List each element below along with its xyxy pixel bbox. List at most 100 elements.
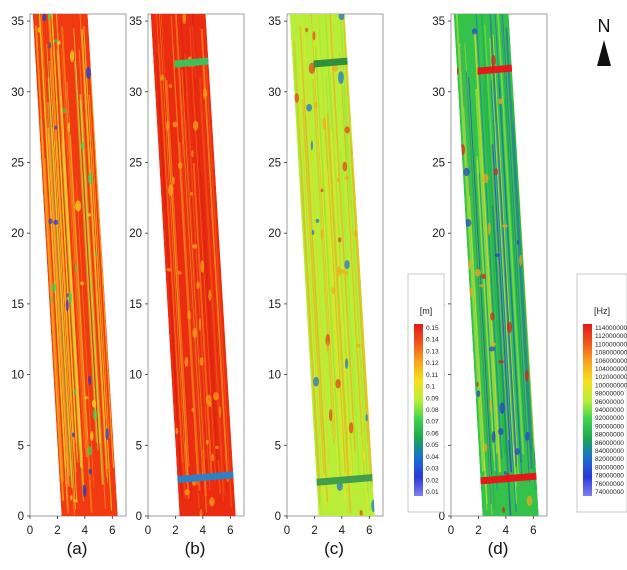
colorbar-label: 0.06 bbox=[426, 430, 439, 437]
texture-line bbox=[49, 69, 72, 438]
texture-line bbox=[512, 100, 536, 491]
texture-line bbox=[44, 158, 64, 482]
colorbar-label: 0.05 bbox=[426, 442, 439, 449]
colorbar-label: 0.01 bbox=[426, 489, 439, 496]
panel-1: 0 5 10 15 20 25 30 35 0 2 4 6 (a) bbox=[11, 13, 127, 558]
spot bbox=[190, 192, 194, 196]
panel-caption: (b) bbox=[185, 539, 206, 558]
colorbar-label: 0.15 bbox=[426, 325, 439, 332]
spot bbox=[105, 428, 109, 441]
colorbar-label: 76000000 bbox=[595, 481, 624, 488]
texture-line bbox=[490, 85, 514, 464]
texture-line bbox=[475, 88, 498, 454]
x-tick-label: 4 bbox=[200, 525, 207, 537]
texture-line bbox=[497, 123, 517, 452]
texture-line bbox=[199, 98, 225, 503]
x-tick-label: 6 bbox=[530, 525, 536, 537]
spot bbox=[67, 122, 70, 133]
texture-line bbox=[199, 76, 225, 496]
spot bbox=[205, 439, 209, 445]
spot bbox=[344, 260, 350, 270]
spot bbox=[294, 93, 300, 103]
texture-line bbox=[498, 85, 523, 462]
spot bbox=[331, 286, 336, 295]
y-tick-label: 20 bbox=[129, 228, 142, 240]
spot bbox=[208, 401, 212, 407]
spot bbox=[70, 50, 75, 63]
colorbar-label: 0.13 bbox=[426, 348, 439, 355]
spot bbox=[213, 392, 219, 401]
spot bbox=[53, 219, 59, 225]
texture-line bbox=[160, 23, 186, 443]
spot bbox=[88, 375, 92, 386]
spot bbox=[312, 31, 316, 41]
spot bbox=[95, 250, 98, 258]
spot bbox=[87, 172, 93, 185]
spot bbox=[214, 445, 219, 450]
panel-caption: (c) bbox=[324, 539, 344, 558]
spot bbox=[490, 312, 495, 321]
texture-line bbox=[339, 150, 360, 475]
spot bbox=[53, 39, 59, 43]
y-tick-label: 10 bbox=[268, 370, 281, 382]
texture-line bbox=[73, 28, 99, 451]
texture-line bbox=[498, 75, 521, 438]
colorbars: [m] 0.15 0.14 0.13 0.12 0.11 0.1 0.09 0.08 0.07 0.… bbox=[407, 273, 627, 513]
spot bbox=[481, 273, 487, 280]
spot bbox=[88, 468, 92, 475]
texture-line bbox=[46, 44, 73, 481]
texture-line bbox=[468, 106, 490, 467]
texture-line bbox=[299, 114, 322, 495]
spot bbox=[198, 318, 202, 331]
spot bbox=[525, 431, 530, 441]
texture-line bbox=[66, 81, 88, 438]
spot bbox=[468, 259, 471, 270]
spot bbox=[314, 101, 318, 109]
texture-line bbox=[184, 55, 211, 490]
texture-line bbox=[62, 158, 85, 502]
texture-line bbox=[78, 49, 107, 509]
texture-line bbox=[158, 43, 186, 498]
spot bbox=[524, 369, 529, 382]
spot bbox=[365, 413, 368, 422]
spot bbox=[498, 360, 505, 364]
colorbar-label: 102000000 bbox=[595, 374, 627, 381]
colorbar-label: 0.03 bbox=[426, 466, 439, 473]
spot bbox=[66, 293, 69, 298]
texture-line bbox=[192, 163, 213, 474]
spot bbox=[345, 270, 349, 276]
texture-line bbox=[313, 14, 343, 461]
texture-line bbox=[302, 105, 323, 440]
texture-line bbox=[480, 14, 511, 495]
spot bbox=[182, 14, 187, 25]
spot bbox=[337, 237, 342, 243]
spot bbox=[177, 270, 182, 275]
spot bbox=[311, 229, 315, 236]
spot bbox=[208, 289, 212, 301]
texture-line bbox=[350, 206, 369, 514]
spot bbox=[348, 422, 354, 434]
spot bbox=[464, 219, 472, 227]
y-tick-label: 5 bbox=[18, 440, 24, 452]
texture-line bbox=[473, 31, 501, 473]
spot bbox=[491, 431, 496, 444]
y-tick-label: 10 bbox=[11, 370, 24, 382]
texture-line bbox=[47, 127, 70, 487]
y-tick-label: 35 bbox=[11, 16, 24, 28]
spot bbox=[345, 358, 349, 369]
spot bbox=[331, 64, 339, 72]
colorbar-label: 80000000 bbox=[595, 464, 624, 471]
texture-line bbox=[205, 61, 233, 508]
spot bbox=[172, 176, 175, 185]
spot bbox=[209, 497, 215, 507]
spot bbox=[310, 140, 314, 151]
texture-line bbox=[350, 141, 372, 482]
x-tick-label: 0 bbox=[145, 525, 151, 537]
north-label: N bbox=[598, 16, 611, 36]
texture-line bbox=[492, 34, 519, 475]
spot bbox=[48, 42, 51, 49]
colorbar-3: [m] 0.15 0.14 0.13 0.12 0.11 0.1 0.09 0.08 0.07 0.… bbox=[407, 273, 445, 513]
spot bbox=[82, 484, 87, 498]
y-tick-label: 15 bbox=[268, 299, 281, 311]
